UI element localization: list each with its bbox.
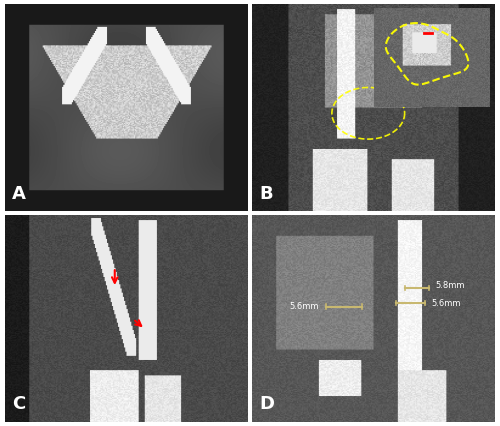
Text: D: D — [260, 395, 274, 414]
Text: 5.6mm: 5.6mm — [432, 299, 461, 308]
Text: A: A — [12, 184, 26, 203]
Text: B: B — [260, 184, 274, 203]
Text: 5.6mm: 5.6mm — [290, 302, 319, 311]
Text: 5.8mm: 5.8mm — [435, 281, 464, 291]
Text: C: C — [12, 395, 26, 414]
